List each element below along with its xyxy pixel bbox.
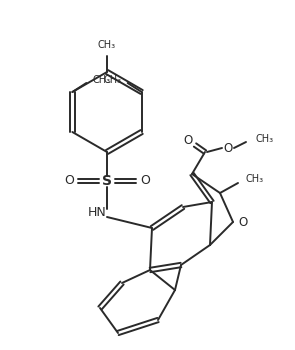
Text: CH₃: CH₃	[104, 75, 122, 85]
Text: O: O	[140, 175, 150, 188]
Text: CH₃: CH₃	[92, 75, 111, 85]
Text: O: O	[64, 175, 74, 188]
Text: O: O	[238, 216, 247, 229]
Text: CH₃: CH₃	[256, 134, 274, 144]
Text: CH₃: CH₃	[98, 40, 116, 50]
Text: O: O	[183, 133, 193, 147]
Text: S: S	[102, 174, 112, 188]
Text: O: O	[223, 141, 233, 154]
Text: HN: HN	[88, 206, 106, 219]
Text: CH₃: CH₃	[245, 174, 263, 184]
